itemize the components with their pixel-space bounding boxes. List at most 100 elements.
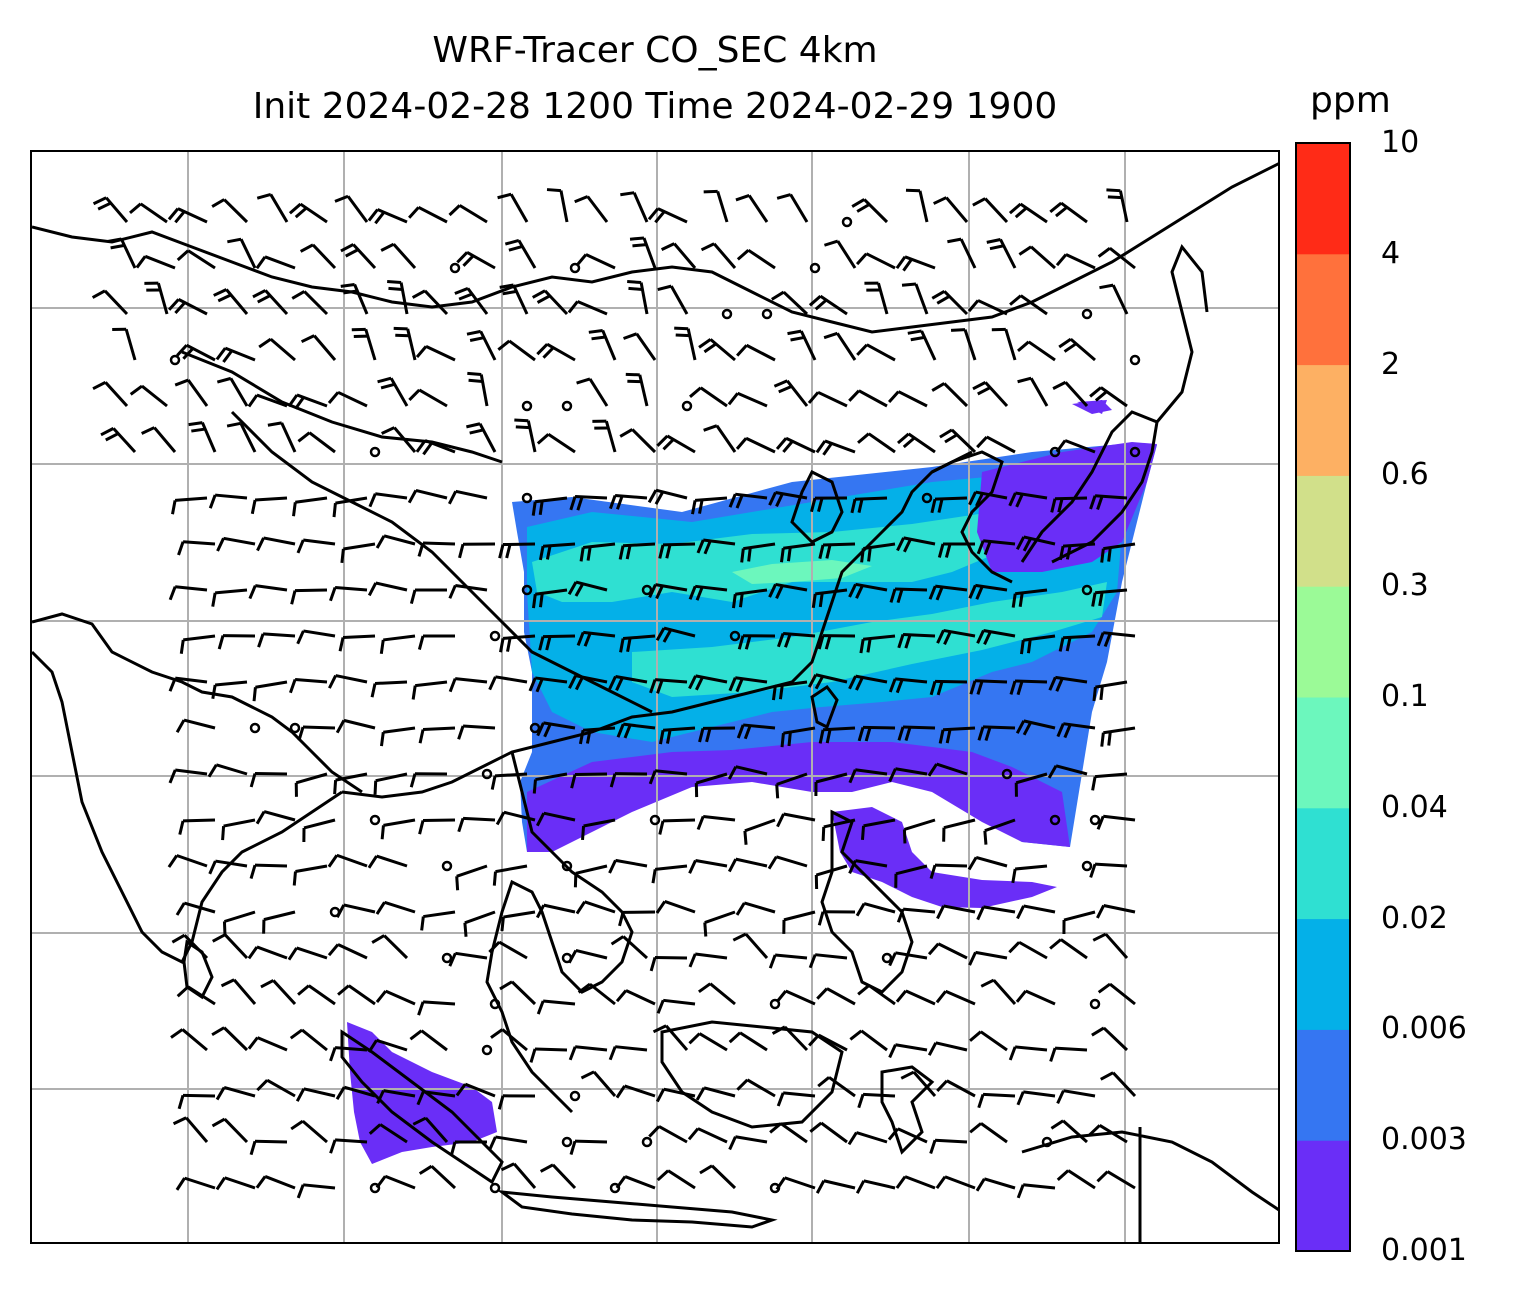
colorbar-tick-label: 0.3 — [1381, 568, 1429, 604]
wind-barb — [848, 582, 888, 599]
wind-barb — [576, 630, 616, 647]
wind-barb — [658, 542, 696, 559]
coast-taiwan — [810, 684, 839, 730]
coast-sumatra — [340, 1029, 504, 1185]
wind-barb — [490, 1028, 528, 1052]
wind-barb — [216, 536, 256, 552]
wind-barb — [546, 188, 569, 223]
wind-barb — [703, 424, 737, 453]
wind-barb — [967, 299, 1008, 316]
wind-barb — [927, 762, 968, 777]
wind-barb — [627, 279, 649, 315]
wind-barb — [968, 950, 1008, 966]
wind-barb — [338, 634, 376, 652]
wind-barb — [168, 768, 208, 784]
wind-barb — [814, 772, 848, 797]
wind-barb — [167, 854, 208, 868]
wind-barb — [775, 989, 816, 1006]
wind-barb — [455, 1082, 496, 1098]
wind-barb — [249, 772, 288, 788]
wind-barb — [1008, 1045, 1048, 1061]
wind-barb — [947, 237, 977, 269]
wind-barb — [807, 390, 848, 408]
wind-barb — [297, 725, 336, 741]
calm-wind-marker — [1089, 814, 1101, 826]
calm-wind-marker — [369, 1182, 381, 1194]
wind-barb — [615, 1175, 656, 1190]
wind-barb — [457, 724, 496, 740]
wind-barb — [257, 632, 296, 648]
wind-barb — [568, 674, 608, 691]
calm-wind-marker — [289, 722, 301, 734]
wind-barb — [776, 1091, 816, 1107]
wind-barb — [818, 726, 856, 744]
wind-barb — [907, 329, 937, 361]
wind-barb — [608, 1045, 648, 1061]
wind-barb — [535, 811, 576, 827]
coast-sulawesi — [880, 1065, 935, 1155]
wind-barb — [731, 588, 768, 609]
wind-barb — [287, 946, 328, 961]
map-title: WRF-Tracer CO_SEC 4km — [432, 30, 878, 71]
calm-wind-marker — [841, 216, 853, 228]
wind-barb — [897, 632, 936, 649]
wind-barb — [296, 629, 336, 645]
wind-barb — [1008, 202, 1048, 224]
wind-barb — [367, 1038, 408, 1053]
wind-barb — [927, 942, 968, 960]
wind-barb — [732, 932, 769, 959]
wind-barb — [610, 935, 649, 960]
wind-barb — [817, 1076, 856, 1098]
calm-wind-marker — [721, 308, 733, 320]
wind-barb — [290, 588, 328, 605]
wind-barb — [340, 542, 376, 564]
wind-barb — [538, 542, 576, 561]
coast-japan — [1020, 244, 1209, 564]
wind-barb — [250, 496, 288, 515]
wind-barb — [771, 680, 808, 701]
colorbar-tick-label: 2 — [1381, 346, 1401, 382]
wind-barb — [691, 496, 728, 515]
wind-barb — [728, 676, 768, 693]
wind-barb — [1015, 989, 1056, 1006]
wind-barb — [660, 242, 697, 269]
wind-barb — [1100, 542, 1136, 563]
wind-barb — [608, 858, 648, 874]
wind-barb — [896, 907, 936, 923]
wind-barb — [968, 583, 1008, 600]
wind-barb — [129, 384, 168, 408]
colorbar-segment — [1296, 1140, 1350, 1252]
wind-barb — [1055, 253, 1096, 270]
calm-wind-marker — [481, 1044, 493, 1056]
wind-barb — [500, 1162, 537, 1189]
wind-barb — [467, 371, 489, 407]
wind-barb — [942, 818, 976, 842]
wind-barb — [1015, 535, 1056, 552]
wind-barb — [864, 281, 889, 315]
wind-barb — [175, 1176, 216, 1191]
wind-barb — [393, 326, 417, 361]
wind-barb — [1014, 772, 1048, 797]
wind-barb — [448, 677, 488, 693]
wind-barb — [217, 634, 256, 650]
wind-barb — [817, 634, 856, 650]
coast-new-guinea — [1021, 1127, 1278, 1242]
wind-barb — [1062, 910, 1096, 935]
wind-barb — [100, 427, 137, 454]
calm-wind-marker — [729, 630, 741, 642]
wind-barb — [780, 726, 816, 748]
wind-barb — [498, 542, 536, 559]
wind-barb — [207, 763, 248, 778]
wind-barb — [417, 541, 456, 557]
wind-barb — [776, 812, 816, 828]
wind-barb — [171, 933, 209, 960]
wind-barb — [823, 331, 857, 361]
wind-barb — [1096, 814, 1136, 830]
wind-barb — [490, 772, 528, 790]
wind-barb — [592, 419, 617, 453]
wind-barb — [991, 327, 1017, 361]
wind-barb — [847, 1131, 888, 1146]
wind-barb — [296, 1183, 336, 1199]
wind-barb — [576, 377, 609, 407]
wind-barb — [408, 388, 448, 408]
